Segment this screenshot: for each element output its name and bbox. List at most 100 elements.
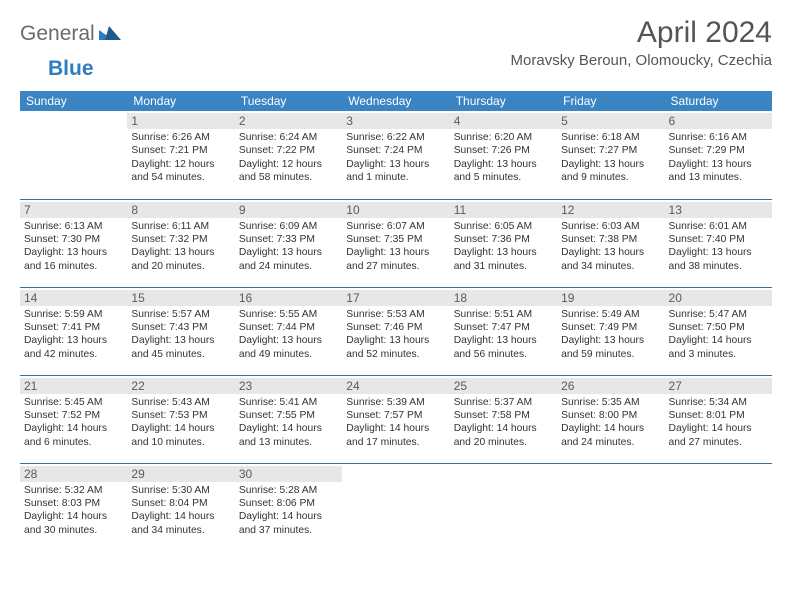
day-number: 18 bbox=[450, 290, 557, 306]
day-cell: 6 Sunrise: 6:16 AMSunset: 7:29 PMDaylight… bbox=[665, 111, 772, 199]
day-cell: 15 Sunrise: 5:57 AMSunset: 7:43 PMDayligh… bbox=[127, 287, 234, 375]
day-number: 16 bbox=[235, 290, 342, 306]
day-info: Sunrise: 5:41 AMSunset: 7:55 PMDaylight:… bbox=[239, 396, 338, 450]
day-cell: 29 Sunrise: 5:30 AMSunset: 8:04 PMDayligh… bbox=[127, 463, 234, 551]
day-cell: 2 Sunrise: 6:24 AMSunset: 7:22 PMDaylight… bbox=[235, 111, 342, 199]
day-info: Sunrise: 5:28 AMSunset: 8:06 PMDaylight:… bbox=[239, 484, 338, 538]
day-cell: 12 Sunrise: 6:03 AMSunset: 7:38 PMDayligh… bbox=[557, 199, 664, 287]
day-cell: 14 Sunrise: 5:59 AMSunset: 7:41 PMDayligh… bbox=[20, 287, 127, 375]
day-number: 29 bbox=[127, 466, 234, 482]
day-number: 8 bbox=[127, 202, 234, 218]
day-number: 13 bbox=[665, 202, 772, 218]
logo-text-general: General bbox=[20, 22, 95, 46]
day-info: Sunrise: 5:51 AMSunset: 7:47 PMDaylight:… bbox=[454, 308, 553, 362]
day-cell: 18 Sunrise: 5:51 AMSunset: 7:47 PMDayligh… bbox=[450, 287, 557, 375]
empty-cell bbox=[20, 111, 127, 199]
day-info: Sunrise: 5:30 AMSunset: 8:04 PMDaylight:… bbox=[131, 484, 230, 538]
weekday-header: Wednesday bbox=[342, 91, 449, 111]
day-info: Sunrise: 5:32 AMSunset: 8:03 PMDaylight:… bbox=[24, 484, 123, 538]
day-number: 1 bbox=[127, 113, 234, 129]
weekday-header: Tuesday bbox=[235, 91, 342, 111]
day-info: Sunrise: 6:03 AMSunset: 7:38 PMDaylight:… bbox=[561, 220, 660, 274]
weekday-header: Thursday bbox=[450, 91, 557, 111]
day-info: Sunrise: 5:43 AMSunset: 7:53 PMDaylight:… bbox=[131, 396, 230, 450]
day-info: Sunrise: 6:05 AMSunset: 7:36 PMDaylight:… bbox=[454, 220, 553, 274]
week-row: 7 Sunrise: 6:13 AMSunset: 7:30 PMDaylight… bbox=[20, 199, 772, 287]
weekday-header: Friday bbox=[557, 91, 664, 111]
day-info: Sunrise: 5:35 AMSunset: 8:00 PMDaylight:… bbox=[561, 396, 660, 450]
day-number: 17 bbox=[342, 290, 449, 306]
day-info: Sunrise: 5:45 AMSunset: 7:52 PMDaylight:… bbox=[24, 396, 123, 450]
day-number: 21 bbox=[20, 378, 127, 394]
day-number: 10 bbox=[342, 202, 449, 218]
weekday-header: Saturday bbox=[665, 91, 772, 111]
empty-cell bbox=[450, 463, 557, 551]
title-block: April 2024 Moravsky Beroun, Olomoucky, C… bbox=[511, 16, 772, 69]
day-number: 25 bbox=[450, 378, 557, 394]
day-number: 30 bbox=[235, 466, 342, 482]
day-info: Sunrise: 5:49 AMSunset: 7:49 PMDaylight:… bbox=[561, 308, 660, 362]
logo-icon bbox=[99, 24, 121, 45]
day-number: 3 bbox=[342, 113, 449, 129]
location: Moravsky Beroun, Olomoucky, Czechia bbox=[511, 52, 772, 69]
day-cell: 4Sunrise: 6:20 AMSunset: 7:26 PMDaylight… bbox=[450, 111, 557, 199]
day-number: 22 bbox=[127, 378, 234, 394]
day-number: 7 bbox=[20, 202, 127, 218]
day-cell: 30 Sunrise: 5:28 AMSunset: 8:06 PMDayligh… bbox=[235, 463, 342, 551]
weekday-header: Sunday bbox=[20, 91, 127, 111]
day-number: 2 bbox=[235, 113, 342, 129]
day-number: 19 bbox=[557, 290, 664, 306]
day-number: 9 bbox=[235, 202, 342, 218]
day-number: 6 bbox=[665, 113, 772, 129]
day-info: Sunrise: 6:13 AMSunset: 7:30 PMDaylight:… bbox=[24, 220, 123, 274]
calendar-body: 1 Sunrise: 6:26 AMSunset: 7:21 PMDaylight… bbox=[20, 111, 772, 551]
week-row: 14 Sunrise: 5:59 AMSunset: 7:41 PMDayligh… bbox=[20, 287, 772, 375]
day-cell: 11 Sunrise: 6:05 AMSunset: 7:36 PMDayligh… bbox=[450, 199, 557, 287]
weekday-header: Monday bbox=[127, 91, 234, 111]
day-info: Sunrise: 5:37 AMSunset: 7:58 PMDaylight:… bbox=[454, 396, 553, 450]
day-info: Sunrise: 5:39 AMSunset: 7:57 PMDaylight:… bbox=[346, 396, 445, 450]
week-row: 1 Sunrise: 6:26 AMSunset: 7:21 PMDaylight… bbox=[20, 111, 772, 199]
day-cell: 25 Sunrise: 5:37 AMSunset: 7:58 PMDayligh… bbox=[450, 375, 557, 463]
day-info: Sunrise: 5:59 AMSunset: 7:41 PMDaylight:… bbox=[24, 308, 123, 362]
day-number: 27 bbox=[665, 378, 772, 394]
day-number: 11 bbox=[450, 202, 557, 218]
day-number: 5 bbox=[557, 113, 664, 129]
day-cell: 19 Sunrise: 5:49 AMSunset: 7:49 PMDayligh… bbox=[557, 287, 664, 375]
day-cell: 23 Sunrise: 5:41 AMSunset: 7:55 PMDayligh… bbox=[235, 375, 342, 463]
day-info: Sunrise: 6:07 AMSunset: 7:35 PMDaylight:… bbox=[346, 220, 445, 274]
day-info: Sunrise: 6:24 AMSunset: 7:22 PMDaylight:… bbox=[239, 131, 338, 185]
empty-cell bbox=[557, 463, 664, 551]
day-info: Sunrise: 6:26 AMSunset: 7:21 PMDaylight:… bbox=[131, 131, 230, 185]
day-number: 12 bbox=[557, 202, 664, 218]
day-info: Sunrise: 6:11 AMSunset: 7:32 PMDaylight:… bbox=[131, 220, 230, 274]
day-cell: 24Sunrise: 5:39 AMSunset: 7:57 PMDayligh… bbox=[342, 375, 449, 463]
day-cell: 26 Sunrise: 5:35 AMSunset: 8:00 PMDayligh… bbox=[557, 375, 664, 463]
day-cell: 9 Sunrise: 6:09 AMSunset: 7:33 PMDaylight… bbox=[235, 199, 342, 287]
day-info: Sunrise: 5:47 AMSunset: 7:50 PMDaylight:… bbox=[669, 308, 768, 362]
day-number: 15 bbox=[127, 290, 234, 306]
day-number: 20 bbox=[665, 290, 772, 306]
day-cell: 10 Sunrise: 6:07 AMSunset: 7:35 PMDayligh… bbox=[342, 199, 449, 287]
day-cell: 1 Sunrise: 6:26 AMSunset: 7:21 PMDaylight… bbox=[127, 111, 234, 199]
day-cell: 17Sunrise: 5:53 AMSunset: 7:46 PMDayligh… bbox=[342, 287, 449, 375]
day-cell: 16Sunrise: 5:55 AMSunset: 7:44 PMDayligh… bbox=[235, 287, 342, 375]
day-info: Sunrise: 6:09 AMSunset: 7:33 PMDaylight:… bbox=[239, 220, 338, 274]
day-cell: 13Sunrise: 6:01 AMSunset: 7:40 PMDayligh… bbox=[665, 199, 772, 287]
week-row: 21 Sunrise: 5:45 AMSunset: 7:52 PMDayligh… bbox=[20, 375, 772, 463]
day-info: Sunrise: 6:16 AMSunset: 7:29 PMDaylight:… bbox=[669, 131, 768, 185]
day-cell: 22 Sunrise: 5:43 AMSunset: 7:53 PMDayligh… bbox=[127, 375, 234, 463]
day-info: Sunrise: 6:18 AMSunset: 7:27 PMDaylight:… bbox=[561, 131, 660, 185]
day-cell: 7 Sunrise: 6:13 AMSunset: 7:30 PMDaylight… bbox=[20, 199, 127, 287]
weekday-header-row: SundayMondayTuesdayWednesdayThursdayFrid… bbox=[20, 91, 772, 111]
day-number: 14 bbox=[20, 290, 127, 306]
day-number: 23 bbox=[235, 378, 342, 394]
day-number: 26 bbox=[557, 378, 664, 394]
day-cell: 20 Sunrise: 5:47 AMSunset: 7:50 PMDayligh… bbox=[665, 287, 772, 375]
day-number: 4 bbox=[450, 113, 557, 129]
logo: General bbox=[20, 22, 123, 46]
day-info: Sunrise: 5:34 AMSunset: 8:01 PMDaylight:… bbox=[669, 396, 768, 450]
logo-text-blue: Blue bbox=[48, 57, 94, 80]
day-info: Sunrise: 5:57 AMSunset: 7:43 PMDaylight:… bbox=[131, 308, 230, 362]
month-title: April 2024 bbox=[511, 16, 772, 50]
